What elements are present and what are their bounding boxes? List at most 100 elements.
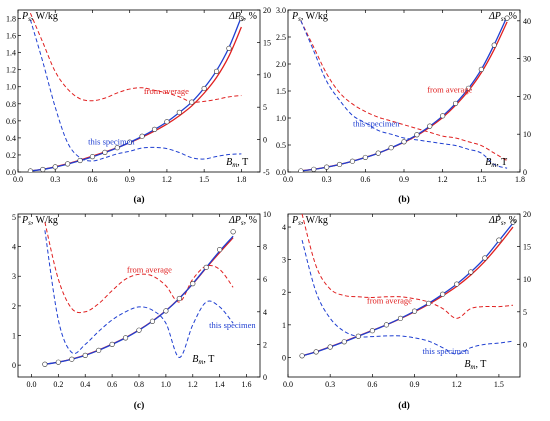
model-average-line bbox=[300, 21, 508, 172]
model-average-line bbox=[30, 26, 242, 172]
annotation-from-average: from average bbox=[367, 296, 412, 306]
plot-area bbox=[298, 15, 510, 172]
plot-area bbox=[42, 222, 236, 367]
chart-panel-b: 0.0 0.3 0.6 0.9 1.2 1.5 1.8 0.0 0.5 1.0 1.5 2.0 2.5 3… bbox=[276, 6, 531, 205]
measured-point bbox=[426, 300, 432, 306]
measured-point bbox=[52, 164, 58, 170]
measured-point bbox=[65, 161, 71, 167]
y-left-tick-label: 0 bbox=[282, 353, 286, 362]
y-left-tick-label: 0.6 bbox=[6, 117, 16, 126]
y-left-tick-label: 1.5 bbox=[276, 87, 286, 96]
y-left-axis-title: Ps, W/kg bbox=[291, 11, 328, 23]
panel-label: (d) bbox=[398, 400, 410, 411]
chart-panel-c: 0.0 0.2 0.4 0.6 0.8 1.0 1.2 1.4 1.6 0 1 2 3 4 5 0 2 4 6 8 10… bbox=[12, 210, 271, 411]
annotation-this-specimen: this specimen bbox=[209, 320, 256, 330]
measured-point bbox=[313, 349, 319, 355]
measured-point bbox=[238, 15, 244, 22]
annotation-this-specimen: this specimen bbox=[88, 136, 135, 146]
y-right-tick-label: 6 bbox=[263, 275, 267, 284]
x-tick-label: 0.3 bbox=[325, 380, 335, 389]
error-average-line bbox=[29, 13, 242, 103]
x-tick-label: 0.4 bbox=[80, 380, 90, 389]
measured-point bbox=[388, 145, 394, 151]
measured-point bbox=[96, 347, 102, 353]
y-left-tick-label: 1.0 bbox=[276, 114, 286, 123]
y-right-tick-label: 5 bbox=[523, 308, 527, 317]
measured-point bbox=[362, 154, 368, 161]
chart-panel-a: 0.0 0.3 0.6 0.9 1.2 1.5 1.8 0.0 0.2 0.4 0.6 0.8 1.0 1… bbox=[6, 6, 271, 205]
error-specimen-line bbox=[29, 19, 242, 162]
y-left-axis-title: Ps, W/kg bbox=[21, 11, 58, 23]
measured-point bbox=[401, 139, 407, 145]
y-left-tick-label: 1.4 bbox=[6, 49, 16, 58]
measured-point bbox=[311, 166, 317, 172]
measured-point bbox=[383, 322, 390, 328]
measured-point bbox=[355, 333, 361, 339]
plot-frame bbox=[287, 213, 521, 378]
measured-point bbox=[375, 150, 381, 156]
measured-point bbox=[341, 339, 347, 345]
y-left-tick-label: 0.5 bbox=[276, 141, 286, 150]
y-left-tick-label: 3 bbox=[12, 272, 16, 281]
y-left-tick-label: 1 bbox=[12, 332, 16, 341]
measured-point bbox=[136, 327, 142, 333]
y-left-tick-label: 1.0 bbox=[6, 83, 16, 92]
annotation-from-average: from average bbox=[427, 85, 472, 95]
measured-point bbox=[114, 145, 120, 151]
y-left-tick-label: 2 bbox=[12, 302, 16, 311]
x-tick-label: 1.5 bbox=[494, 380, 504, 389]
y-left-tick-label: 4 bbox=[12, 243, 16, 252]
y-left-tick-label: 5 bbox=[12, 213, 16, 222]
y-right-tick-label: 10 bbox=[523, 130, 531, 139]
measured-point bbox=[336, 161, 343, 168]
y-right-tick-label: 20 bbox=[263, 6, 271, 15]
x-tick-label: 0.6 bbox=[367, 380, 377, 389]
measured-point bbox=[491, 42, 497, 48]
measured-point bbox=[42, 361, 48, 367]
y-left-axis-title: Ps, W/kg bbox=[21, 215, 58, 227]
y-left-tick-label: 2.5 bbox=[276, 33, 286, 42]
measured-point bbox=[414, 132, 420, 138]
measured-point bbox=[77, 157, 83, 164]
y-left-axis-title: Ps, W/kg bbox=[291, 215, 328, 227]
y-left-tick-label: 0.8 bbox=[6, 100, 16, 109]
annotation-from-average: from average bbox=[144, 86, 189, 96]
measured-point bbox=[190, 281, 196, 287]
y-left-tick-label: 1 bbox=[282, 321, 286, 330]
y-left-tick-label: 2.0 bbox=[276, 60, 286, 69]
measured-point bbox=[203, 264, 209, 270]
x-axis-title: Bm, T bbox=[226, 157, 248, 169]
y-left-tick-label: 0.0 bbox=[276, 168, 286, 177]
panel-label: (a) bbox=[133, 194, 144, 205]
measured-point bbox=[504, 15, 510, 21]
measured-point bbox=[468, 269, 474, 275]
x-tick-label: 1.2 bbox=[452, 380, 462, 389]
y-left-tick-label: 0.4 bbox=[6, 134, 16, 143]
y-right-tick-label: 10 bbox=[523, 275, 531, 284]
measured-point bbox=[55, 359, 61, 365]
x-tick-label: 1.5 bbox=[199, 175, 209, 184]
measured-point bbox=[299, 353, 305, 359]
y-right-tick-label: 2 bbox=[263, 340, 267, 349]
x-tick-label: 1.2 bbox=[438, 175, 448, 184]
plot-frame bbox=[287, 9, 521, 173]
measured-point bbox=[369, 328, 375, 334]
measured-point bbox=[452, 100, 459, 107]
measured-point bbox=[163, 308, 169, 314]
error-specimen-line bbox=[301, 239, 514, 355]
y-left-tick-label: 1.8 bbox=[6, 15, 16, 24]
model-specimen-line bbox=[30, 16, 242, 172]
measured-point bbox=[230, 229, 236, 235]
measured-point bbox=[496, 237, 502, 243]
x-tick-label: 0.6 bbox=[360, 175, 370, 184]
x-tick-label: 0.6 bbox=[87, 175, 97, 184]
x-tick-label: 1.8 bbox=[236, 175, 246, 184]
y-left-tick-label: 0 bbox=[12, 361, 16, 370]
y-left-tick-label: 1.2 bbox=[6, 66, 16, 75]
plot-area bbox=[299, 214, 516, 359]
measured-point bbox=[189, 99, 195, 105]
y-left-tick-label: 0.0 bbox=[6, 168, 16, 177]
x-tick-label: 1.8 bbox=[515, 175, 525, 184]
x-axis-title: Bm, T bbox=[464, 359, 486, 371]
x-axis-title: Bm, T bbox=[192, 354, 214, 366]
